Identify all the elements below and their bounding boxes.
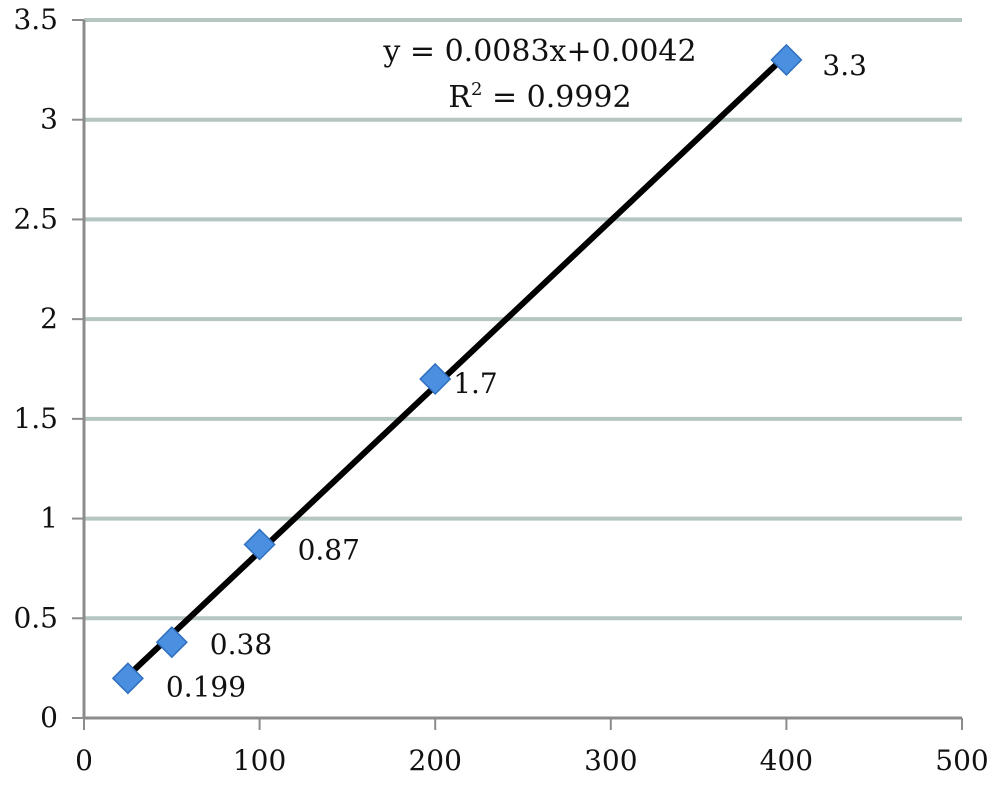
data-point-3 (419, 362, 452, 396)
data-label-1: 0.38 (210, 628, 272, 661)
data-label-2: 0.87 (298, 533, 360, 566)
y-axis-ticks: 0 0.5 1 1.5 2 2.5 3 3.5 (13, 3, 84, 734)
y-tick-label-6: 3 (40, 103, 58, 136)
x-tick-label-0: 0 (75, 744, 93, 777)
x-tick-label-5: 500 (935, 744, 988, 777)
data-point-4 (770, 43, 803, 76)
x-axis-ticks: 0 100 200 300 400 500 (75, 718, 989, 777)
y-tick-label-3: 1.5 (13, 402, 58, 435)
y-tick-label-2: 1 (40, 502, 58, 535)
data-label-3: 1.7 (453, 367, 498, 400)
y-tick-label-5: 2.5 (13, 202, 58, 235)
axes (82, 20, 962, 720)
data-point-2 (243, 528, 276, 561)
trendline-r2-text: R2 = 0.9992 (448, 79, 631, 115)
y-tick-label-7: 3.5 (13, 3, 58, 36)
data-point-0 (111, 662, 144, 695)
grid-lines (84, 18, 962, 621)
x-tick-label-3: 300 (584, 744, 637, 777)
data-points (111, 43, 803, 695)
x-tick-label-1: 100 (233, 744, 286, 777)
y-tick-label-1: 0.5 (13, 601, 58, 634)
data-labels: 0.199 0.38 0.87 1.7 3.3 (166, 49, 867, 703)
trendline-equation: y = 0.0083x+0.0042 R2 = 0.9992 (382, 34, 696, 115)
trendline-layer (124, 52, 790, 679)
r2-label: R (448, 80, 472, 115)
trendline (124, 52, 790, 679)
data-label-0: 0.199 (166, 670, 246, 703)
data-point-1 (155, 626, 188, 659)
y-tick-label-4: 2 (40, 302, 58, 335)
x-tick-label-4: 400 (760, 744, 813, 777)
trendline-equation-text: y = 0.0083x+0.0042 (382, 34, 696, 69)
r2-superscript: 2 (471, 79, 482, 100)
x-tick-label-2: 200 (408, 744, 461, 777)
data-label-4: 3.3 (822, 49, 867, 82)
y-tick-label-0: 0 (40, 701, 58, 734)
r2-value: = 0.9992 (482, 80, 631, 115)
